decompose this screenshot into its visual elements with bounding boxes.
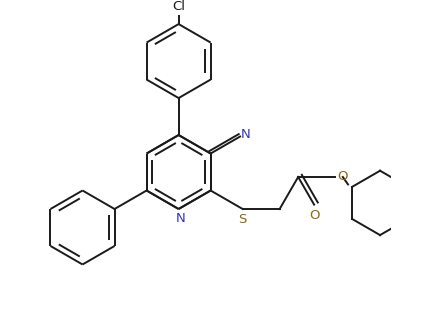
Text: N: N: [176, 212, 186, 225]
Text: Cl: Cl: [172, 0, 185, 13]
Text: O: O: [337, 171, 348, 183]
Text: O: O: [309, 209, 320, 222]
Text: N: N: [240, 128, 250, 141]
Text: S: S: [238, 213, 247, 226]
